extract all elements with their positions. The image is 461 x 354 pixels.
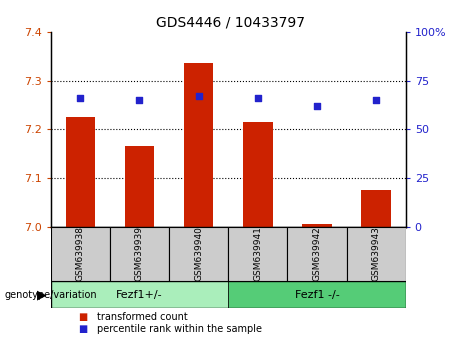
Text: percentile rank within the sample: percentile rank within the sample bbox=[97, 324, 262, 334]
Bar bbox=[228, 281, 406, 308]
Text: Fezf1+/-: Fezf1+/- bbox=[116, 290, 163, 300]
Point bbox=[372, 97, 380, 103]
Bar bbox=[243, 122, 272, 227]
Point bbox=[313, 103, 320, 109]
Text: GSM639941: GSM639941 bbox=[253, 227, 262, 281]
Text: ■: ■ bbox=[78, 312, 88, 322]
Text: GDS4446 / 10433797: GDS4446 / 10433797 bbox=[156, 16, 305, 30]
Text: transformed count: transformed count bbox=[97, 312, 188, 322]
Bar bbox=[51, 281, 228, 308]
Text: Fezf1 -/-: Fezf1 -/- bbox=[295, 290, 339, 300]
Bar bbox=[124, 146, 154, 227]
Bar bbox=[361, 190, 391, 227]
Bar bbox=[302, 224, 332, 227]
Text: GSM639938: GSM639938 bbox=[76, 227, 85, 281]
Text: ▶: ▶ bbox=[36, 288, 46, 301]
Point bbox=[136, 97, 143, 103]
Bar bbox=[51, 227, 110, 281]
Text: genotype/variation: genotype/variation bbox=[5, 290, 97, 300]
Text: GSM639940: GSM639940 bbox=[194, 227, 203, 281]
Text: GSM639943: GSM639943 bbox=[372, 227, 381, 281]
Bar bbox=[184, 63, 213, 227]
Bar bbox=[110, 227, 169, 281]
Point bbox=[195, 93, 202, 99]
Bar bbox=[287, 227, 347, 281]
Text: GSM639942: GSM639942 bbox=[313, 227, 321, 281]
Text: ■: ■ bbox=[78, 324, 88, 334]
Point bbox=[77, 95, 84, 101]
Bar bbox=[65, 117, 95, 227]
Bar bbox=[228, 227, 287, 281]
Bar bbox=[347, 227, 406, 281]
Bar bbox=[169, 227, 228, 281]
Text: GSM639939: GSM639939 bbox=[135, 227, 144, 281]
Point bbox=[254, 95, 261, 101]
